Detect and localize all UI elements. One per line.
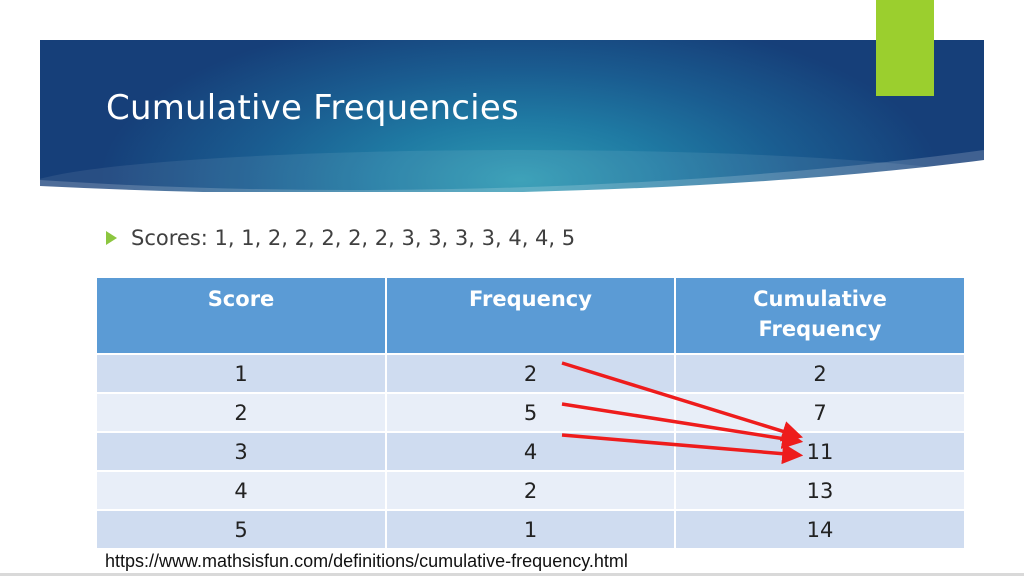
cell-cumulative: 13 (675, 470, 964, 510)
table-row: 4 2 13 (97, 470, 964, 510)
table-row: 2 5 7 (97, 392, 964, 432)
bullet-text: Scores: 1, 1, 2, 2, 2, 2, 2, 3, 3, 3, 3,… (131, 226, 576, 250)
cell-frequency: 5 (386, 392, 676, 432)
table-header-row: Score Frequency Cumulative Frequency (97, 278, 964, 354)
header-cumulative-frequency: Cumulative Frequency (675, 278, 964, 354)
bullet-item: Scores: 1, 1, 2, 2, 2, 2, 2, 3, 3, 3, 3,… (106, 226, 575, 250)
source-link[interactable]: https://www.mathsisfun.com/definitions/c… (105, 551, 628, 571)
footer-divider (0, 573, 1024, 576)
slide-title: Cumulative Frequencies (106, 88, 519, 128)
accent-bar (876, 0, 934, 96)
cell-score: 4 (97, 470, 387, 510)
cell-cumulative: 11 (675, 431, 964, 471)
cell-score: 1 (97, 353, 387, 393)
cell-frequency: 4 (386, 431, 676, 471)
cell-frequency: 1 (386, 509, 676, 548)
header-score: Score (97, 278, 387, 354)
banner-curve (40, 150, 984, 192)
cell-frequency: 2 (386, 353, 676, 393)
cell-score: 5 (97, 509, 387, 548)
cell-score: 2 (97, 392, 387, 432)
cell-frequency: 2 (386, 470, 676, 510)
table-row: 5 1 14 (97, 509, 964, 548)
header-frequency: Frequency (386, 278, 676, 354)
frequency-table: Score Frequency Cumulative Frequency 1 2… (97, 278, 964, 548)
triangle-bullet-icon (106, 231, 117, 245)
cell-cumulative: 14 (675, 509, 964, 548)
table-row: 1 2 2 (97, 353, 964, 393)
table-row: 3 4 11 (97, 431, 964, 471)
cell-score: 3 (97, 431, 387, 471)
cell-cumulative: 7 (675, 392, 964, 432)
title-banner (40, 40, 984, 192)
cell-cumulative: 2 (675, 353, 964, 393)
